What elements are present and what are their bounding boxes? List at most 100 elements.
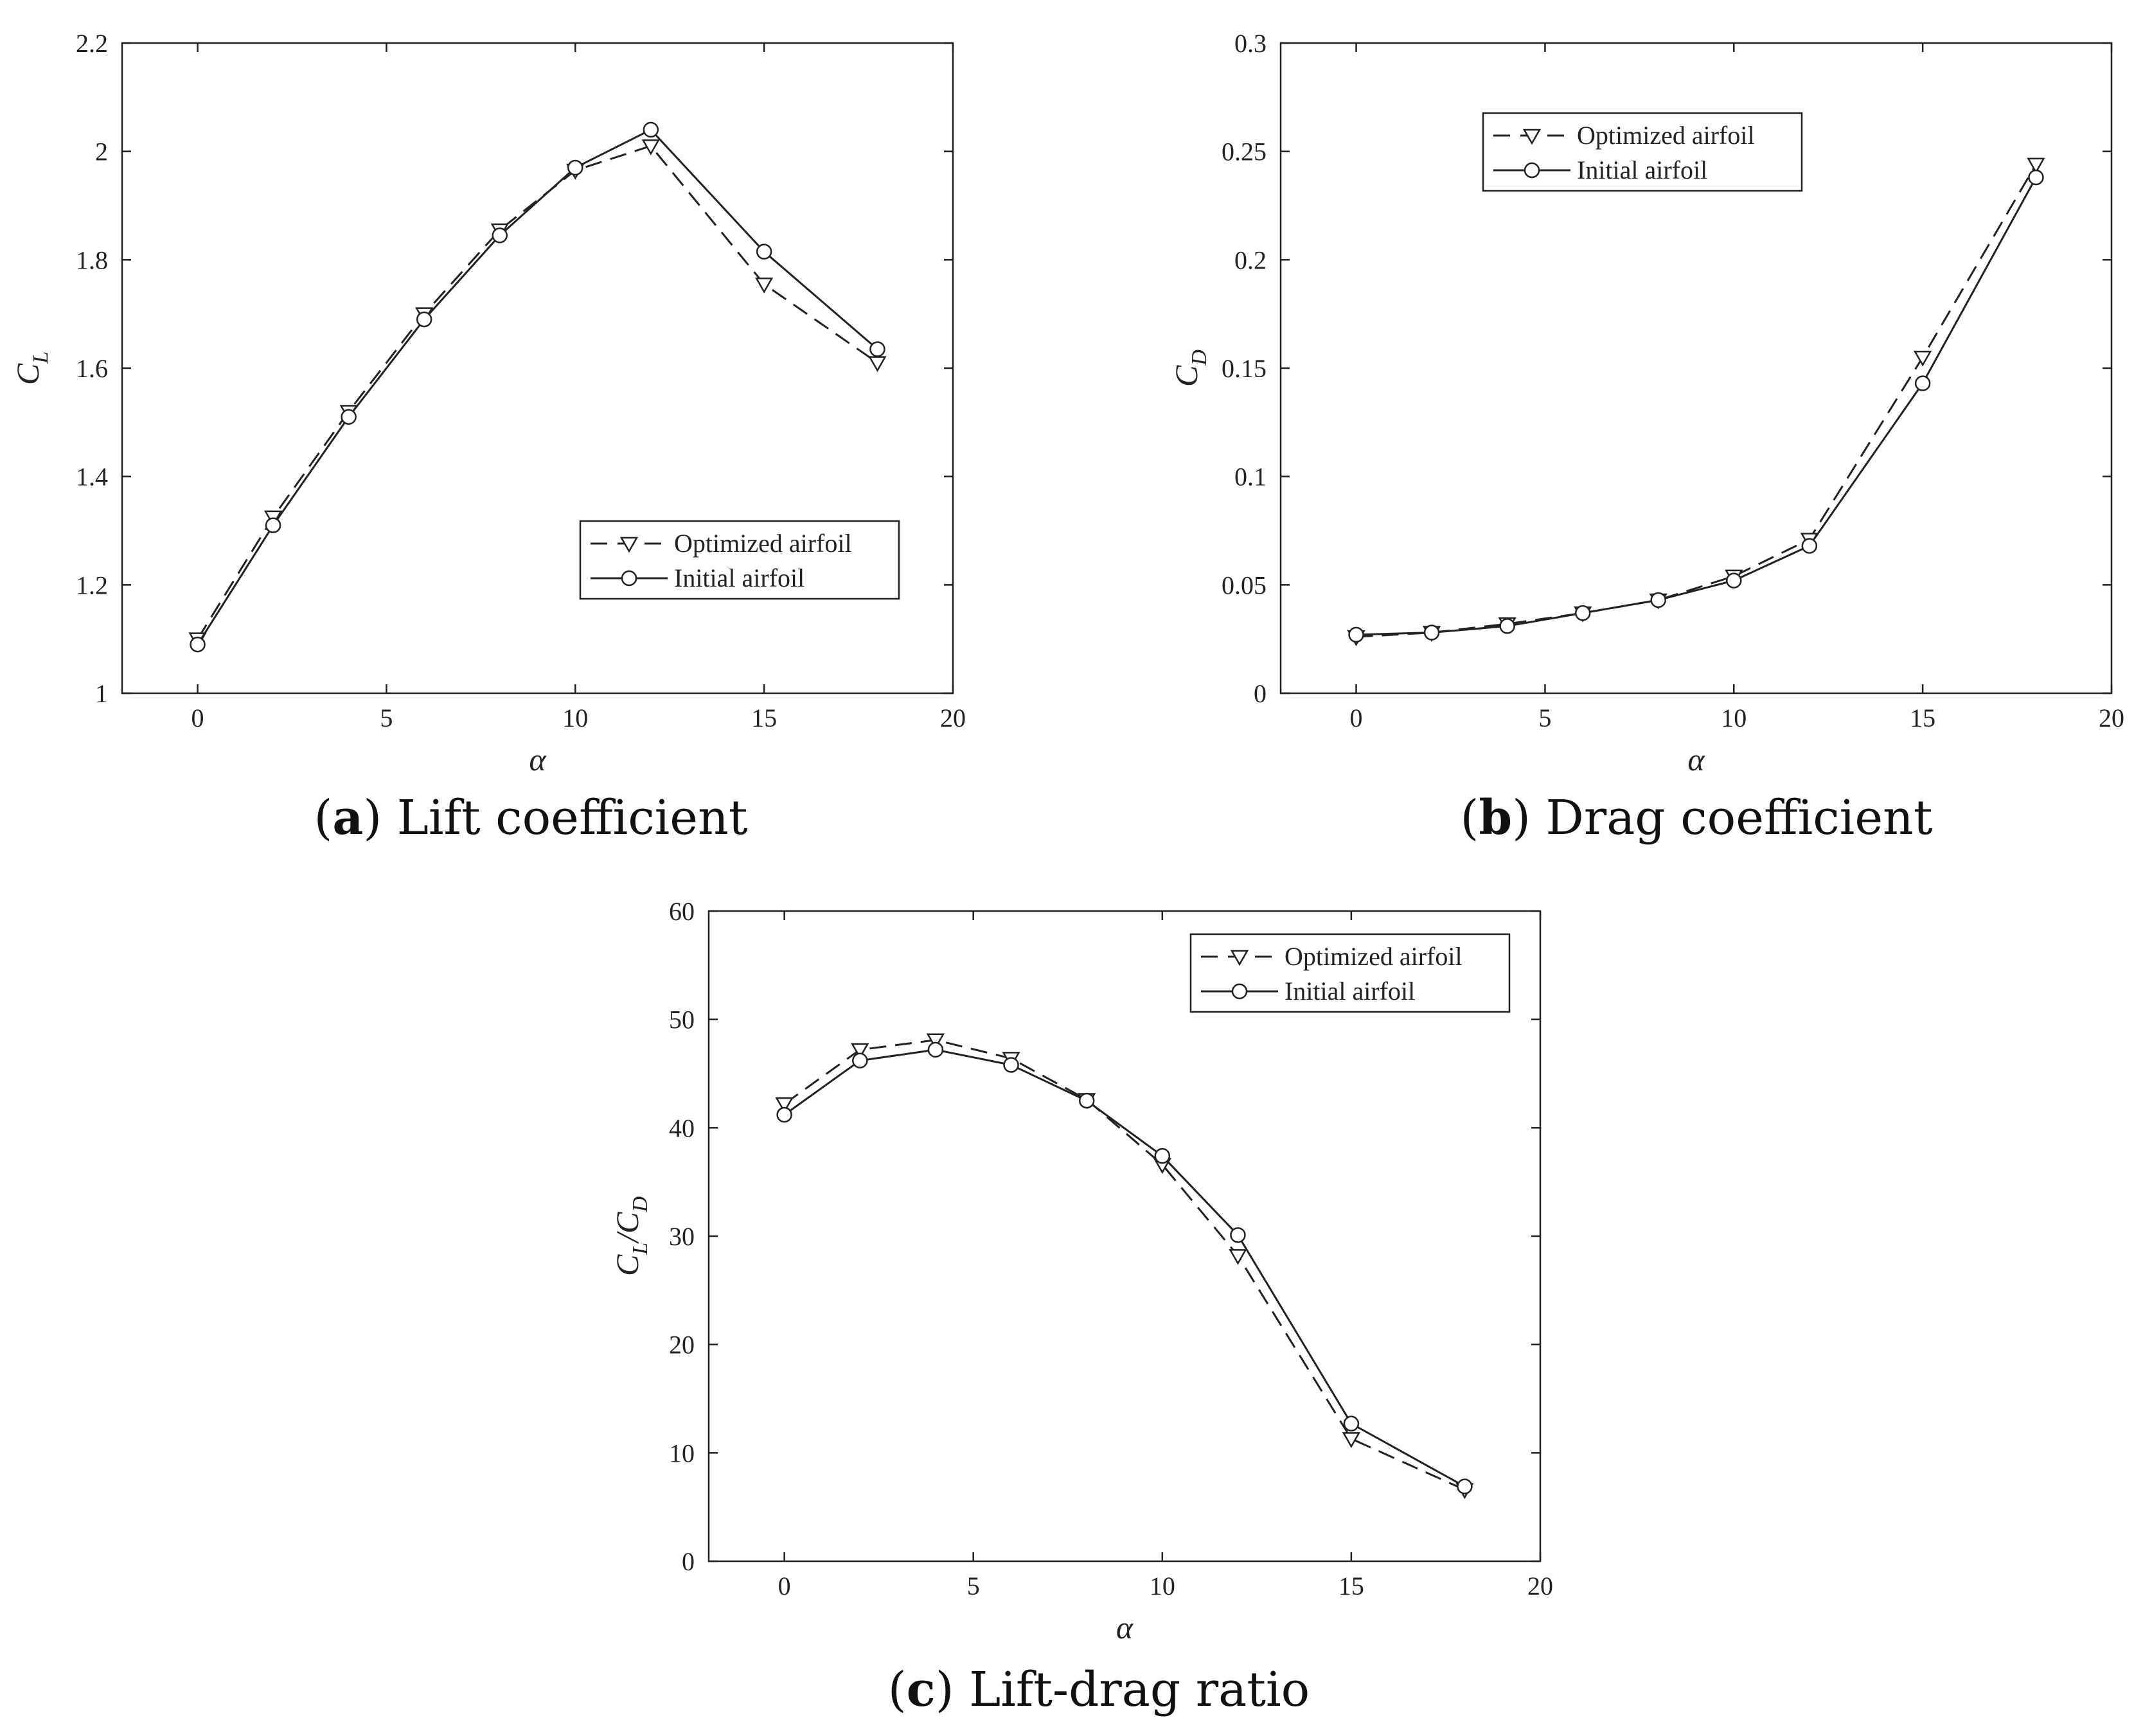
- y-tick-label: 0.1: [1234, 463, 1267, 492]
- data-point: [1423, 624, 1440, 641]
- legend-item: Optimized airfoil: [591, 529, 852, 558]
- x-tick-label: 20: [1527, 1572, 1553, 1600]
- chart-a: 0 5 10 15 20 1 1.2 1.4 1.6 1.8 2 2.2 α CL Optimized ai…: [10, 29, 966, 846]
- series-line: [1356, 164, 2037, 638]
- y-tick-label: 50: [669, 1005, 695, 1034]
- data-point: [756, 244, 772, 260]
- y-tick-label: 1.8: [76, 245, 108, 274]
- x-axis-label: α: [1687, 741, 1705, 777]
- x-tick-label: 5: [1538, 704, 1551, 732]
- y-tick-label: 10: [669, 1439, 695, 1467]
- legend-label: Optimized airfoil: [674, 529, 852, 558]
- data-point: [492, 227, 508, 244]
- legend-label: Optimized airfoil: [1285, 942, 1463, 971]
- data-point: [1457, 1478, 1473, 1494]
- data-point: [927, 1041, 944, 1058]
- legend-item: Optimized airfoil: [1201, 942, 1463, 971]
- x-tick-label: 20: [2099, 704, 2124, 732]
- y-tick-label: 1.2: [76, 571, 108, 599]
- series-line: [783, 1049, 1466, 1487]
- y-tick-label: 1.4: [76, 463, 108, 492]
- series-line: [783, 1039, 1465, 1491]
- legend-box: [1482, 112, 1803, 192]
- subfigure-caption: (a) Lift coefficient: [314, 790, 747, 846]
- data-point: [926, 1033, 945, 1050]
- series-initial-airfoil: [776, 1041, 1473, 1494]
- legend: Optimized airfoil Initial airfoil: [579, 520, 900, 600]
- y-tick-label: 60: [669, 897, 695, 926]
- y-tick-label: 0: [682, 1547, 695, 1576]
- x-tick-label: 10: [562, 704, 588, 732]
- data-point: [1230, 1227, 1246, 1243]
- data-point: [190, 636, 206, 653]
- data-point: [754, 278, 774, 294]
- data-point: [868, 356, 887, 373]
- legend-label: Initial airfoil: [674, 563, 805, 592]
- data-point: [2027, 157, 2045, 174]
- x-axis-label: α: [529, 741, 547, 777]
- data-point: [1348, 626, 1364, 643]
- y-axis-label: CD: [1168, 350, 1211, 387]
- data-point: [1229, 1249, 1247, 1265]
- data-point: [641, 139, 660, 155]
- x-tick-label: 0: [1350, 704, 1363, 732]
- series-initial-airfoil: [190, 121, 885, 653]
- data-point: [1343, 1415, 1360, 1432]
- x-tick-label: 15: [1910, 704, 1935, 732]
- y-tick-label: 40: [669, 1113, 695, 1142]
- data-point: [1574, 605, 1591, 621]
- legend-label: Initial airfoil: [1577, 155, 1707, 184]
- y-axis-label: CL: [10, 351, 53, 385]
- y-tick-label: 0: [1254, 679, 1267, 708]
- legend-item: Initial airfoil: [1493, 155, 1707, 184]
- y-tick-label: 2: [95, 137, 108, 166]
- data-point: [1650, 592, 1666, 608]
- x-tick-label: 5: [380, 704, 393, 732]
- y-tick-label: 1.6: [76, 354, 108, 383]
- data-point: [416, 311, 432, 328]
- x-tick-label: 15: [1338, 1572, 1364, 1600]
- x-axis-label: α: [1116, 1609, 1134, 1645]
- y-tick-label: 30: [669, 1222, 695, 1251]
- legend-item: Initial airfoil: [1201, 977, 1415, 1005]
- legend-item: Optimized airfoil: [1493, 121, 1755, 150]
- data-point: [851, 1043, 869, 1059]
- legend: Optimized airfoil Initial airfoil: [1482, 112, 1803, 192]
- data-point: [265, 517, 281, 533]
- x-tick-label: 0: [191, 704, 204, 732]
- data-point: [1913, 350, 1932, 367]
- series-line: [1356, 177, 2037, 636]
- data-point: [1499, 618, 1515, 634]
- data-point: [1801, 538, 1818, 554]
- data-point: [775, 1097, 794, 1113]
- subfigure-caption: (c) Lift-drag ratio: [888, 1662, 1310, 1717]
- data-point: [1726, 572, 1742, 589]
- x-tick-label: 10: [1150, 1572, 1175, 1600]
- legend-box: [579, 520, 900, 600]
- data-point: [2028, 169, 2044, 186]
- x-tick-label: 15: [751, 704, 777, 732]
- legend: Optimized airfoil Initial airfoil: [1189, 933, 1511, 1013]
- legend-item: Initial airfoil: [591, 563, 805, 592]
- series-initial-airfoil: [1348, 169, 2044, 643]
- legend-label: Optimized airfoil: [1577, 121, 1755, 150]
- series-line: [197, 145, 878, 640]
- y-tick-label: 1: [95, 679, 108, 708]
- series-optimized-airfoil: [775, 1033, 1474, 1500]
- legend-box: [1189, 933, 1511, 1013]
- data-point: [1342, 1432, 1361, 1448]
- y-tick-label: 0.3: [1234, 29, 1267, 58]
- y-tick-label: 0.2: [1234, 245, 1267, 274]
- y-tick-label: 0.05: [1222, 571, 1267, 599]
- data-point: [1078, 1092, 1095, 1109]
- y-tick-label: 0.25: [1222, 137, 1267, 166]
- data-point: [567, 159, 583, 176]
- x-tick-label: 0: [778, 1572, 791, 1600]
- data-point: [341, 409, 357, 425]
- data-point: [643, 121, 659, 138]
- data-point: [776, 1106, 792, 1123]
- data-point: [852, 1052, 868, 1069]
- subfigure-caption: (b) Drag coefficient: [1460, 790, 1932, 846]
- data-point: [1154, 1147, 1171, 1164]
